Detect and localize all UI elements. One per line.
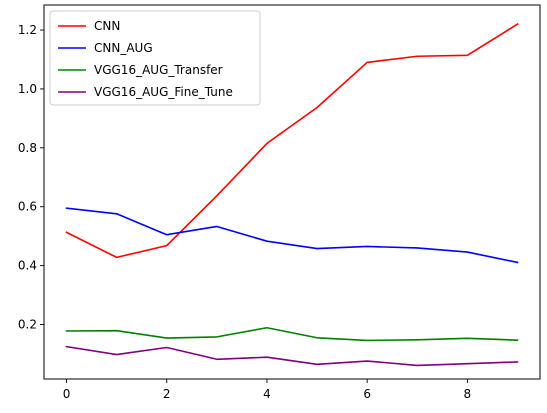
x-tick-label-2: 4 bbox=[263, 387, 271, 401]
y-tick-label-5: 1.2 bbox=[18, 23, 37, 37]
y-tick-label-2: 0.6 bbox=[18, 200, 37, 214]
x-tick-label-0: 0 bbox=[63, 387, 71, 401]
y-tick-label-1: 0.4 bbox=[18, 259, 37, 273]
y-axis: 0.2 0.4 0.6 0.8 1.0 1.2 bbox=[18, 23, 44, 332]
axes-frame bbox=[43, 4, 541, 380]
legend-label-3: VGG16_AUG_Fine_Tune bbox=[94, 85, 233, 99]
legend-label-1: CNN_AUG bbox=[94, 41, 153, 55]
y-tick-label-4: 1.0 bbox=[18, 82, 37, 96]
x-axis: 0 2 4 6 8 bbox=[63, 379, 471, 401]
series-layer bbox=[65, 23, 519, 367]
legend-frame bbox=[49, 10, 261, 106]
series-line-2 bbox=[65, 326, 519, 342]
series-line-3 bbox=[65, 345, 519, 367]
y-tick-label-0: 0.2 bbox=[18, 318, 37, 332]
x-tick-label-1: 2 bbox=[163, 387, 171, 401]
legend-label-0: CNN bbox=[94, 19, 120, 33]
series-line-1 bbox=[65, 207, 519, 264]
legend: CNN CNN_AUG VGG16_AUG_Transfer VGG16_AUG_Fi… bbox=[49, 10, 261, 106]
x-tick-label-4: 8 bbox=[464, 387, 472, 401]
x-tick-label-3: 6 bbox=[363, 387, 371, 401]
legend-label-2: VGG16_AUG_Transfer bbox=[94, 63, 223, 77]
y-tick-label-3: 0.8 bbox=[18, 141, 37, 155]
series-line-0 bbox=[65, 23, 519, 259]
